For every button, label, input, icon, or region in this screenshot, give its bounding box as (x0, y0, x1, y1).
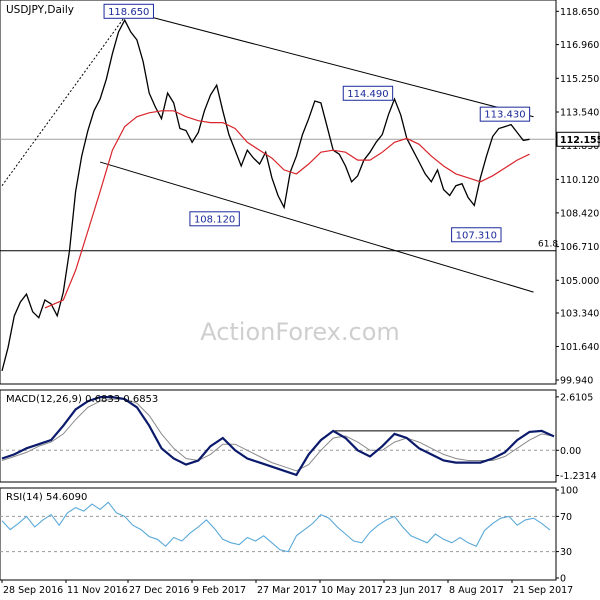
price-close-series (1, 18, 530, 372)
rsi-tick-label: 0 (560, 574, 566, 585)
price-tick-label: 113.540 (560, 107, 599, 118)
price-tick-label: 106.710 (560, 242, 599, 253)
macd-signal-series (1, 398, 555, 472)
last-price-tag (556, 131, 600, 147)
rsi-series (1, 501, 551, 553)
price-tick-label: 101.640 (560, 342, 599, 353)
x-tick-label: 27 Mar 2017 (257, 585, 317, 596)
x-tick-label: 8 Aug 2017 (449, 585, 504, 596)
price-level-label: 114.490 (347, 89, 388, 100)
x-tick-label: 23 Jun 2017 (385, 585, 442, 596)
rsi-panel-frame (0, 487, 557, 581)
price-level-box (103, 3, 154, 19)
price-level-box (479, 106, 531, 122)
rsi-label: RSI(14) 54.6090 (6, 492, 87, 503)
macd-tick-label: 2.6105 (560, 392, 593, 403)
rsi-tick-label: 70 (560, 512, 572, 523)
price-tick-label: 103.340 (560, 308, 599, 319)
macd-main-series (1, 396, 555, 477)
fib-61.8-label: 61.8 (538, 240, 558, 250)
channel-lower-line (99, 161, 534, 293)
x-axis: 28 Sep 2016 11 Nov 2016 27 Dec 2016 9 Feb 2… (1, 580, 573, 596)
macd-label: MACD(12,26,9) 0.6833 0.6853 (6, 394, 158, 405)
price-tick-label: 115.250 (560, 74, 599, 85)
price-tick-label: 118.650 (560, 7, 599, 18)
channel-upper-line (128, 10, 534, 118)
rsi-tick-label: 100 (560, 486, 578, 497)
x-tick-label: 28 Sep 2016 (3, 585, 63, 596)
watermark: ActionForex.com (200, 318, 400, 346)
price-overlays: 61.8 (0, 10, 558, 293)
price-axis: 118.650116.960115.250113.540111.830110.1… (556, 7, 600, 387)
x-tick-label: 11 Nov 2016 (67, 585, 128, 596)
x-tick-label: 10 May 2017 (321, 585, 383, 596)
macd-tick-label: -1.2314 (560, 471, 597, 482)
macd-tick-label: 0.00 (560, 446, 581, 457)
rsi-axis: 100 70 30 0 (556, 486, 578, 585)
last-price-label: 112.155 (560, 135, 600, 146)
macd-panel: 2.6105 0.00 -1.2314 MACD(12,26,9) 0.6833 0… (0, 389, 597, 483)
price-annotations: 118.650 114.490 108.120 113.430 107.310 (103, 3, 531, 243)
rsi-tick-label: 30 (560, 547, 572, 558)
price-level-label: 113.430 (484, 110, 525, 121)
rsi-series (1, 501, 551, 553)
price-tick-label: 110.120 (560, 175, 599, 186)
price-tick-label: 105.000 (560, 276, 599, 287)
price-tick-label: 116.960 (560, 40, 599, 51)
rsi-gridlines (0, 515, 556, 553)
price-level-label: 108.120 (194, 214, 235, 225)
x-tick-label: 9 Feb 2017 (193, 585, 246, 596)
x-tick-label: 27 Dec 2016 (129, 585, 190, 596)
rsi-panel: 100 70 30 0 RSI(14) 54.6090 (0, 486, 578, 585)
price-level-box (189, 211, 240, 227)
price-level-label: 107.310 (456, 230, 497, 241)
price-level-box (451, 227, 502, 243)
price-series (1, 18, 530, 372)
moving-average-series (44, 110, 530, 309)
price-level-box (342, 85, 394, 101)
macd-series (1, 396, 555, 477)
chart-title: USDJPY,Daily (6, 4, 74, 16)
price-tick-label: 99.940 (560, 376, 593, 387)
price-panel: ActionForex.com 61.8 118.650 114.490 108.1… (0, 0, 600, 387)
price-level-label: 118.650 (108, 7, 149, 18)
macd-gridlines (0, 430, 556, 451)
price-tick-label: 108.420 (560, 208, 599, 219)
macd-axis: 2.6105 0.00 -1.2314 (556, 392, 597, 482)
price-panel-frame (0, 0, 557, 385)
x-tick-label: 21 Sep 2017 (513, 585, 573, 596)
